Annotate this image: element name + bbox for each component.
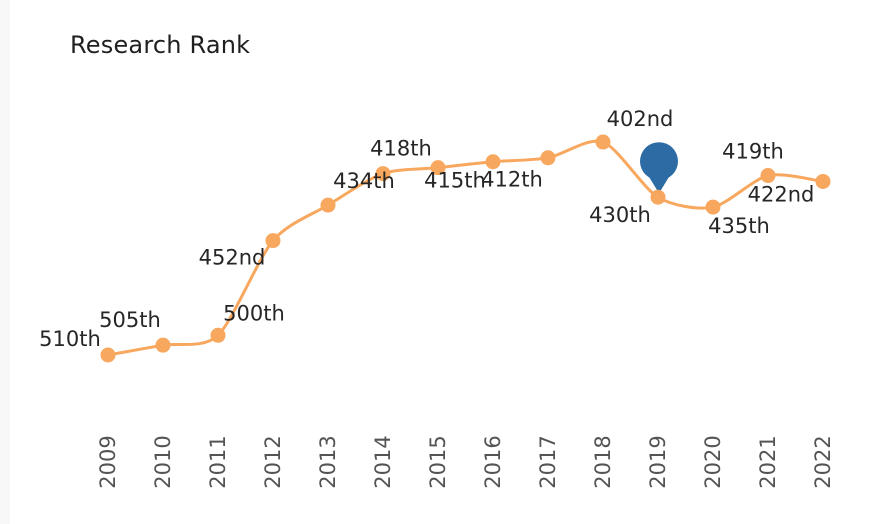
point-label-2019: 430th	[589, 203, 651, 227]
x-axis-label-2009: 2009	[96, 435, 120, 488]
x-axis-label-2015: 2015	[426, 435, 450, 488]
data-point-2020[interactable]	[705, 199, 721, 215]
point-label-2020: 435th	[708, 214, 770, 238]
pin-tip	[648, 175, 670, 194]
x-axis-label-2014: 2014	[371, 435, 395, 488]
x-axis-label-2013: 2013	[316, 435, 340, 488]
point-label-2018: 402nd	[607, 107, 674, 131]
data-point-2021[interactable]	[760, 168, 776, 184]
x-axis-label-2020: 2020	[701, 435, 725, 488]
data-point-2016[interactable]	[485, 154, 501, 170]
location-pin-marker[interactable]	[640, 142, 678, 194]
point-label-2022: 422nd	[748, 182, 815, 206]
data-point-2011[interactable]	[210, 327, 226, 343]
x-axis-label-2017: 2017	[536, 435, 560, 488]
x-axis-label-2011: 2011	[206, 435, 230, 488]
point-label-2011: 500th	[223, 301, 285, 325]
data-point-2014[interactable]	[375, 166, 391, 182]
data-point-2019[interactable]	[650, 189, 666, 205]
data-point-2010[interactable]	[155, 337, 171, 353]
data-point-2018[interactable]	[595, 134, 611, 150]
chart-title: Research Rank	[70, 31, 251, 59]
data-point-2022[interactable]	[815, 173, 831, 189]
x-axis-label-2016: 2016	[481, 435, 505, 488]
x-axis-label-2021: 2021	[756, 435, 780, 488]
x-axis-label-2018: 2018	[591, 435, 615, 488]
x-axis-label-2010: 2010	[151, 435, 175, 488]
point-label-2010: 505th	[99, 308, 161, 332]
pin-balloon	[640, 142, 678, 181]
point-label-2021: 419th	[722, 140, 784, 164]
point-label-2013: 434th	[333, 169, 395, 193]
data-point-2013[interactable]	[320, 197, 336, 213]
x-axis-label-2019: 2019	[646, 435, 670, 488]
data-point-2012[interactable]	[265, 233, 281, 249]
data-point-2017[interactable]	[540, 150, 556, 166]
data-point-2009[interactable]	[100, 347, 116, 363]
point-label-2012: 452nd	[199, 246, 266, 270]
point-label-2015: 415th	[424, 169, 486, 193]
point-label-2009: 510th	[39, 327, 101, 351]
x-axis-label-2022: 2022	[811, 435, 835, 488]
x-axis-label-2012: 2012	[261, 435, 285, 488]
left-gutter	[0, 0, 10, 524]
point-label-2014: 418th	[370, 137, 432, 161]
data-point-2015[interactable]	[430, 160, 446, 176]
point-label-2016: 412th	[481, 168, 543, 192]
